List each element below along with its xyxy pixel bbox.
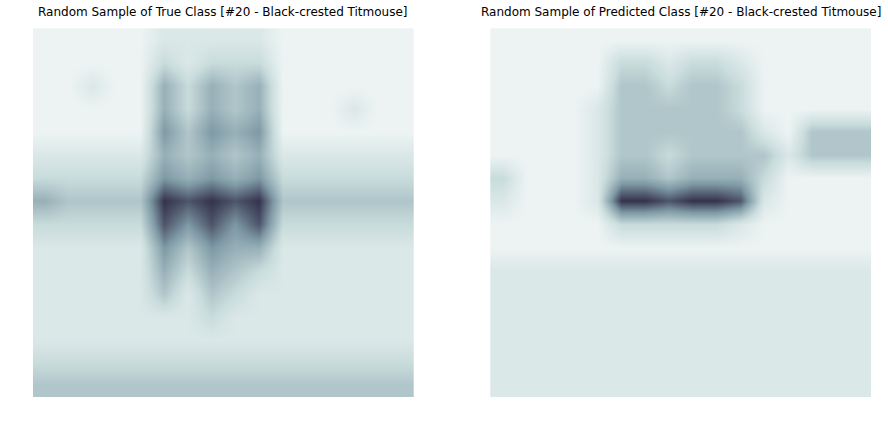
svg-text:Random Sample of Predicted Cla: Random Sample of Predicted Class [#20 - …	[481, 5, 881, 19]
svg-text:Random Sample of True Class [#: Random Sample of True Class [#20 - Black…	[38, 5, 408, 19]
